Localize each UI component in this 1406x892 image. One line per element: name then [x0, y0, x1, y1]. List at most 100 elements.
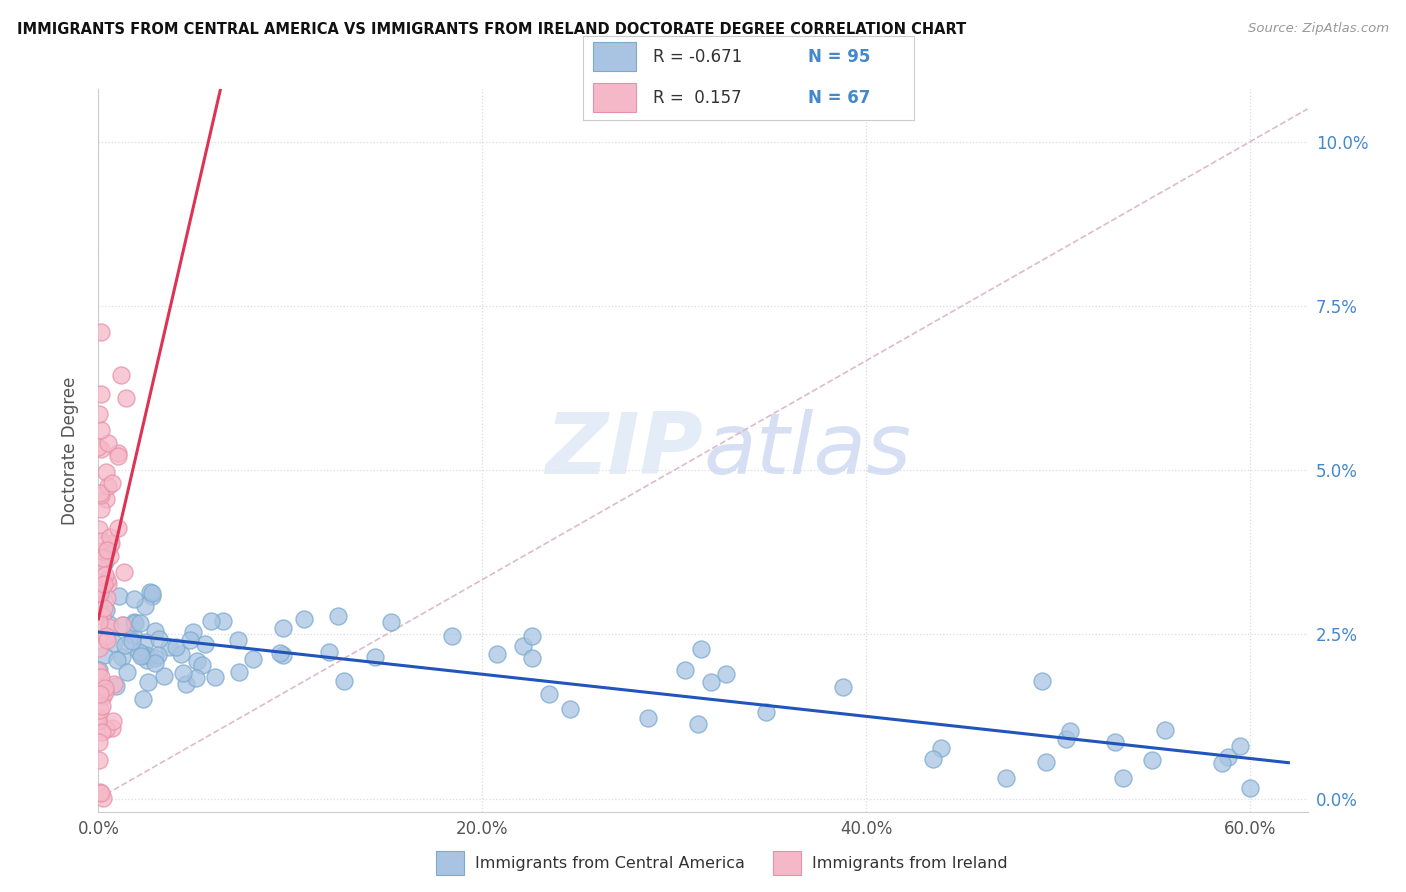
Point	[93, 601, 115, 615]
Point	[673, 663, 696, 677]
Point	[91, 558, 114, 573]
Point	[93, 689, 115, 703]
Point	[186, 655, 208, 669]
Point	[755, 705, 778, 719]
Point	[87, 663, 110, 677]
Point	[90, 423, 112, 437]
Point	[136, 675, 159, 690]
Point	[91, 699, 114, 714]
Point	[1111, 771, 1133, 785]
Point	[380, 615, 402, 629]
Point	[364, 649, 387, 664]
Point	[96, 436, 118, 450]
Point	[98, 617, 121, 632]
Point	[103, 677, 125, 691]
Point	[94, 603, 117, 617]
Bar	[436, 851, 464, 875]
Point	[128, 645, 150, 659]
Point	[994, 772, 1017, 786]
Point	[96, 543, 118, 558]
Point	[111, 650, 134, 665]
Point	[94, 465, 117, 479]
Point	[96, 632, 118, 647]
Point	[129, 647, 152, 661]
Point	[226, 632, 249, 647]
Point	[89, 408, 111, 422]
Text: N = 67: N = 67	[808, 88, 870, 106]
Point	[97, 576, 120, 591]
Point	[105, 653, 128, 667]
Point	[90, 488, 112, 502]
Bar	[593, 43, 637, 71]
Point	[100, 536, 122, 550]
Point	[143, 624, 166, 639]
Point	[1239, 781, 1261, 796]
Point	[134, 599, 156, 614]
Point	[512, 639, 534, 653]
Y-axis label: Doctorate Degree: Doctorate Degree	[60, 376, 79, 524]
Point	[90, 786, 112, 800]
Point	[522, 629, 544, 643]
Point	[112, 618, 135, 632]
Point	[87, 753, 110, 767]
Point	[122, 628, 145, 642]
Point	[94, 629, 117, 643]
Point	[148, 632, 170, 646]
Point	[87, 665, 110, 679]
Point	[121, 633, 143, 648]
Point	[1054, 732, 1077, 747]
Point	[485, 648, 508, 662]
Point	[111, 618, 134, 632]
Point	[184, 671, 207, 685]
Point	[98, 549, 121, 563]
Point	[103, 714, 125, 728]
Point	[124, 616, 146, 631]
Point	[103, 636, 125, 650]
Point	[139, 585, 162, 599]
Point	[89, 585, 111, 599]
Point	[90, 578, 112, 592]
Point	[122, 615, 145, 629]
Point	[93, 648, 115, 662]
Point	[89, 687, 111, 701]
Point	[89, 442, 111, 456]
Point	[700, 675, 723, 690]
Point	[96, 573, 118, 587]
Point	[93, 577, 115, 591]
Point	[200, 614, 222, 628]
Text: Immigrants from Central America: Immigrants from Central America	[475, 855, 744, 871]
Text: IMMIGRANTS FROM CENTRAL AMERICA VS IMMIGRANTS FROM IRELAND DOCTORATE DEGREE CORR: IMMIGRANTS FROM CENTRAL AMERICA VS IMMIG…	[17, 22, 966, 37]
Point	[90, 387, 112, 401]
Point	[326, 608, 349, 623]
Point	[87, 440, 110, 454]
Point	[97, 479, 120, 493]
Point	[93, 555, 115, 569]
Point	[94, 491, 117, 506]
Point	[89, 485, 111, 500]
Point	[271, 621, 294, 635]
Text: Immigrants from Ireland: Immigrants from Ireland	[813, 855, 1008, 871]
Point	[89, 591, 111, 605]
Point	[179, 632, 201, 647]
Bar	[773, 851, 801, 875]
Point	[128, 615, 150, 630]
Point	[135, 653, 157, 667]
Point	[714, 667, 737, 681]
Point	[107, 590, 129, 604]
Point	[94, 684, 117, 698]
Point	[271, 648, 294, 662]
Point	[101, 475, 124, 490]
Point	[98, 530, 121, 544]
Point	[292, 612, 315, 626]
Text: atlas: atlas	[703, 409, 911, 492]
Point	[107, 445, 129, 459]
Point	[931, 741, 953, 756]
Point	[560, 701, 582, 715]
Point	[212, 614, 235, 628]
Point	[1142, 753, 1164, 767]
Point	[141, 586, 163, 600]
Point	[318, 645, 340, 659]
Point	[145, 657, 167, 671]
Point	[520, 651, 543, 665]
Point	[921, 752, 943, 766]
